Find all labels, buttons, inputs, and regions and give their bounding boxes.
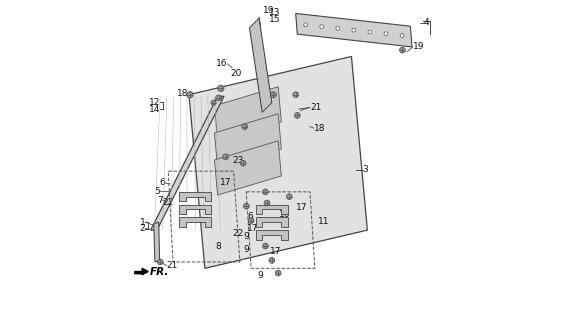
Text: 15: 15 [269,15,280,24]
Circle shape [304,23,308,27]
Circle shape [187,92,193,98]
Polygon shape [135,269,146,274]
Circle shape [218,85,224,92]
Circle shape [320,25,324,28]
Text: 20: 20 [230,69,242,78]
Polygon shape [256,204,288,214]
Circle shape [263,243,269,249]
Circle shape [242,124,247,129]
Polygon shape [215,141,281,195]
Polygon shape [180,192,211,201]
Circle shape [157,259,163,265]
Text: 6: 6 [159,179,165,188]
Polygon shape [189,56,367,268]
Circle shape [336,27,340,30]
Text: 19: 19 [413,42,425,52]
Text: 13: 13 [269,8,280,17]
Polygon shape [180,217,211,227]
Text: 21: 21 [310,103,321,112]
Polygon shape [256,230,288,240]
Circle shape [352,28,356,32]
Text: 7: 7 [157,196,163,205]
Text: 3: 3 [363,165,369,174]
Circle shape [240,160,246,166]
Text: 17: 17 [270,247,282,256]
Polygon shape [215,87,281,141]
Text: 18: 18 [314,124,325,132]
Text: 18: 18 [177,89,188,98]
Text: 17: 17 [247,224,259,233]
Polygon shape [151,96,224,230]
Polygon shape [142,268,148,275]
Text: 9: 9 [257,271,263,280]
Circle shape [211,100,216,105]
Text: 12: 12 [149,98,160,107]
Circle shape [269,258,275,263]
Circle shape [248,218,254,223]
Polygon shape [256,217,288,227]
Text: 10: 10 [279,210,291,219]
Text: FR.: FR. [150,267,169,276]
Text: 1: 1 [140,218,145,227]
Text: 22: 22 [163,198,174,207]
Polygon shape [215,114,281,168]
Text: 4: 4 [424,19,429,28]
Circle shape [223,154,229,160]
Text: 5: 5 [154,187,160,196]
Text: 17: 17 [297,203,308,212]
Polygon shape [154,222,160,262]
Text: 9: 9 [244,245,249,254]
Text: 17: 17 [220,179,231,188]
Text: 6: 6 [247,212,253,221]
Circle shape [294,113,300,118]
Text: 23: 23 [233,156,244,165]
Circle shape [243,203,249,209]
Circle shape [400,47,405,53]
Polygon shape [249,18,272,112]
Circle shape [216,95,222,101]
Circle shape [400,34,404,37]
Circle shape [287,194,292,199]
Text: 19: 19 [263,6,274,15]
Text: 14: 14 [149,105,160,114]
Circle shape [263,189,269,195]
Polygon shape [180,204,211,214]
Text: 22: 22 [232,229,243,238]
Circle shape [276,270,281,276]
Text: 16: 16 [216,59,228,68]
Text: 8: 8 [215,242,221,251]
Text: 2: 2 [140,224,145,233]
Text: 11: 11 [318,217,329,226]
Text: 21: 21 [167,261,178,270]
Circle shape [270,92,276,98]
Text: 9: 9 [244,232,249,241]
Circle shape [368,30,372,34]
Polygon shape [295,13,412,47]
Circle shape [384,32,388,36]
Circle shape [293,92,298,98]
Circle shape [264,200,270,206]
